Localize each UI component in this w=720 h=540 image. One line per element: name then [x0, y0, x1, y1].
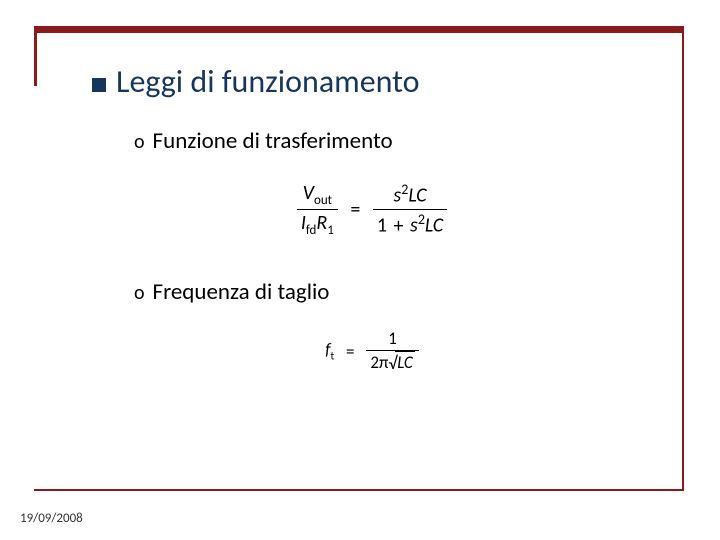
r1-sub: 1 — [327, 223, 334, 238]
vout-var: V — [303, 181, 314, 205]
bullet-square-icon — [92, 78, 106, 92]
vout-sub: out — [314, 193, 332, 208]
lc-den: LC — [425, 214, 443, 238]
lhs-fraction: Vout IfdR1 — [297, 181, 338, 238]
cutoff-label: Frequenza di taglio — [153, 278, 330, 306]
sqrt: √LC — [388, 352, 414, 374]
cutoff-fraction: 1 2π√LC — [366, 328, 418, 374]
circle-bullet-icon: o — [134, 132, 145, 152]
border-right — [682, 26, 684, 491]
footer-date: 19/09/2008 — [20, 511, 83, 526]
s-var-den: s — [410, 214, 418, 238]
r1-var: R — [316, 211, 327, 235]
ifd-sub: fd — [306, 223, 316, 238]
twopi: 2π — [370, 352, 388, 373]
transfer-label: Funzione di trasferimento — [153, 127, 393, 155]
sub-item-cutoff: o Frequenza di taglio — [134, 278, 652, 306]
transfer-function-formula: Vout IfdR1 = s2LC 1 + s2LC — [92, 181, 652, 238]
slide-heading: Leggi di funzionamento — [116, 62, 419, 101]
cutoff-frequency-formula: ft = 1 2π√LC — [92, 328, 652, 374]
circle-bullet-icon: o — [134, 283, 145, 303]
cutoff-num: 1 — [366, 328, 418, 351]
border-left — [34, 26, 37, 86]
lc-num: LC — [408, 184, 426, 208]
plus: + — [392, 214, 406, 238]
ft-sub: t — [330, 348, 334, 362]
heading-row: Leggi di funzionamento — [92, 62, 652, 101]
one: 1 — [377, 214, 387, 238]
slide-frame: Leggi di funzionamento o Funzione di tra… — [34, 26, 684, 491]
border-top — [34, 26, 684, 33]
sub-item-transfer: o Funzione di trasferimento — [134, 127, 652, 155]
slide-content: Leggi di funzionamento o Funzione di tra… — [92, 62, 652, 374]
equals-sign: = — [342, 198, 368, 222]
s-sup-den: 2 — [418, 211, 425, 228]
equals-sign-2: = — [338, 341, 362, 362]
rhs-fraction: s2LC 1 + s2LC — [373, 181, 447, 237]
border-bottom — [34, 489, 684, 491]
sqrt-arg: LC — [397, 352, 413, 373]
